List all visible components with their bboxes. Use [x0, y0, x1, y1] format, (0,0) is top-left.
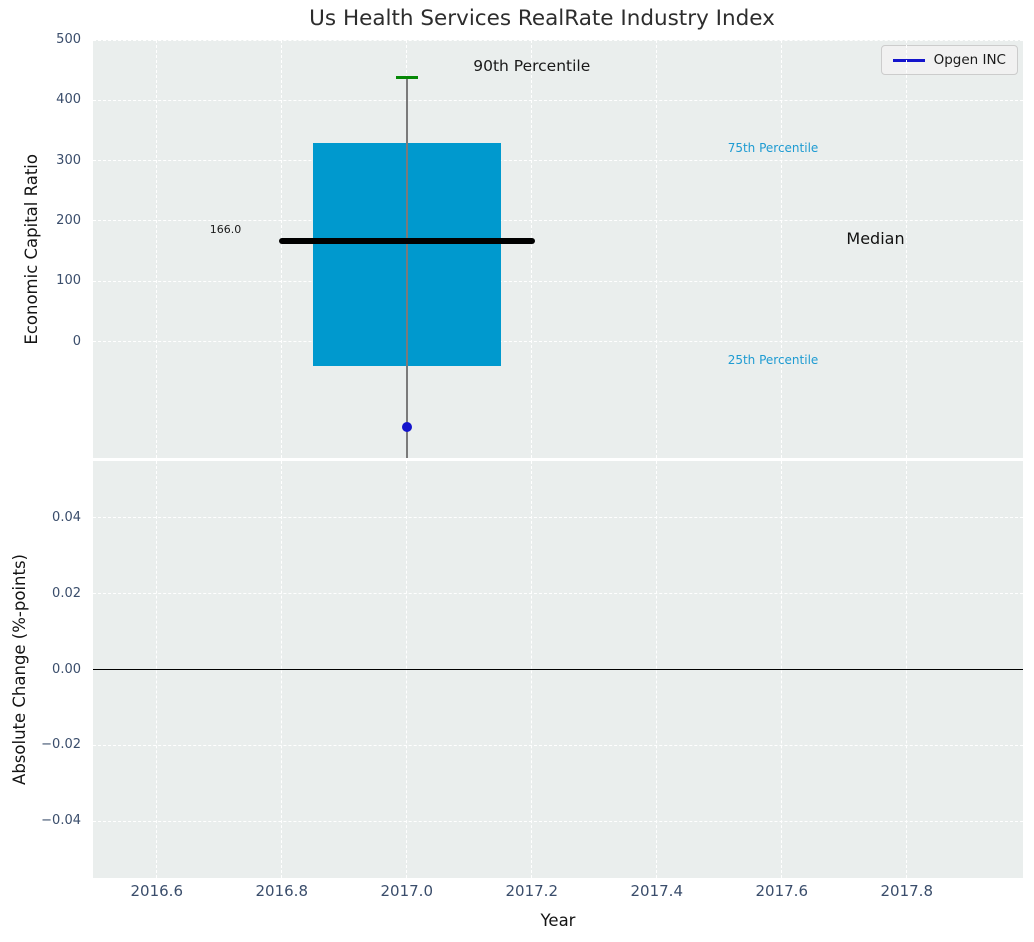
y-gridline [93, 220, 1023, 222]
bottom-y-tick-label: −0.04 [41, 813, 81, 829]
annotation: Median [846, 228, 905, 248]
bottom-y-tick-label: 0.02 [52, 585, 81, 601]
top-y-tick-label: 400 [56, 92, 81, 108]
legend: Opgen INC [880, 45, 1018, 75]
90th-percentile-cap [395, 75, 418, 79]
y-gridline [93, 39, 1023, 41]
x-gridline [156, 40, 158, 458]
y-gridline [93, 160, 1023, 162]
whisker-line [406, 77, 408, 458]
x-tick-label: 2017.6 [755, 882, 809, 900]
legend-line-swatch [892, 58, 925, 62]
x-tick-label: 2016.8 [255, 882, 309, 900]
x-gridline [531, 40, 533, 458]
y-gridline [93, 99, 1023, 101]
x-axis-label: Year [540, 911, 576, 930]
x-gridline [281, 40, 283, 458]
y-gridline [93, 593, 1023, 595]
top-y-axis-label: Economic Capital Ratio [21, 153, 41, 345]
top-y-tick-label: 200 [56, 212, 81, 228]
top-y-tick-label: 300 [56, 152, 81, 168]
median-value-label: 166.0 [209, 223, 242, 236]
bottom-panel-plot-area [93, 461, 1023, 878]
x-tick-label: 2016.6 [130, 882, 184, 900]
bottom-y-tick-label: 0.00 [52, 661, 81, 677]
x-gridline [781, 40, 783, 458]
y-gridline [93, 280, 1023, 282]
median-line [278, 238, 535, 245]
bottom-y-tick-label: 0.04 [52, 509, 81, 525]
x-tick-label: 2017.2 [505, 882, 559, 900]
legend-label: Opgen INC [933, 52, 1006, 68]
company-data-point [401, 422, 412, 433]
annotation: 75th Percentile [727, 141, 819, 156]
annotation: 90th Percentile [473, 56, 591, 75]
chart-title: Us Health Services RealRate Industry Ind… [309, 6, 775, 31]
top-y-tick-label: 500 [56, 32, 81, 47]
x-tick-label: 2017.8 [880, 882, 934, 900]
x-gridline [656, 40, 658, 458]
top-y-tick-label: 0 [72, 333, 81, 349]
top-panel-plot-area: Opgen INC 166.0 90th Percentile 75th Perce… [93, 39, 1023, 458]
x-tick-label: 2017.4 [630, 882, 684, 900]
x-tick-label: 2017.0 [380, 882, 434, 900]
annotation: 25th Percentile [727, 353, 819, 368]
zero-line [93, 668, 1023, 671]
x-gridline [906, 40, 908, 458]
y-gridline [93, 517, 1023, 519]
y-gridline [93, 820, 1023, 822]
y-gridline [93, 341, 1023, 343]
y-gridline [93, 744, 1023, 746]
bottom-y-tick-label: −0.02 [41, 737, 81, 753]
top-y-tick-label: 100 [56, 273, 81, 289]
